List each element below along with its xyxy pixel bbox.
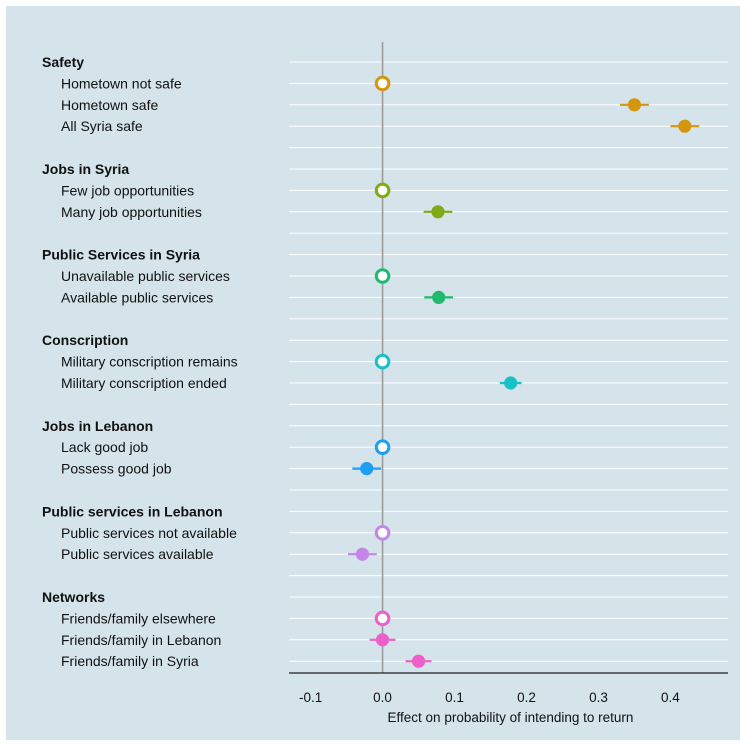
baseline-point-lack-good-job: [374, 439, 391, 456]
row-label-friends-family-elsewhere: Friends/family elsewhere: [61, 610, 216, 626]
estimate-point-friends-family-in-syria: [411, 654, 426, 668]
baseline-point-military-conscription-remains: [374, 353, 391, 370]
x-axis-label: Effect on probability of intending to re…: [388, 710, 634, 725]
x-tick-label: -0.1: [299, 690, 322, 705]
group-label-jobs-in-syria: Jobs in Syria: [42, 161, 129, 177]
estimate-point-hometown-safe: [627, 98, 642, 112]
group-label-public-services-in-lebanon: Public services in Lebanon: [42, 503, 223, 519]
row-label-many-job-opportunities: Many job opportunities: [61, 204, 202, 220]
estimate-point-possess-good-job: [360, 462, 374, 476]
baseline-point-few-job-opportunities: [374, 182, 391, 199]
group-label-networks: Networks: [42, 589, 105, 605]
baseline-point-unavailable-public-services: [374, 268, 391, 284]
group-label-conscription: Conscription: [42, 332, 128, 348]
estimate-point-public-services-available: [355, 547, 370, 561]
row-label-hometown-safe: Hometown safe: [61, 97, 158, 113]
x-tick-label: 0.4: [661, 690, 680, 705]
row-label-available-public-services: Available public services: [61, 289, 213, 305]
row-label-lack-good-job: Lack good job: [61, 439, 148, 455]
row-label-military-conscription-remains: Military conscription remains: [61, 354, 238, 370]
row-label-few-job-opportunities: Few job opportunities: [61, 182, 194, 198]
estimate-point-available-public-services: [432, 290, 446, 304]
row-label-possess-good-job: Possess good job: [61, 461, 172, 477]
baseline-point-public-services-not-available: [374, 525, 391, 541]
row-label-public-services-available: Public services available: [61, 546, 214, 562]
row-label-hometown-not-safe: Hometown not safe: [61, 75, 182, 91]
row-label-friends-family-in-lebanon: Friends/family in Lebanon: [61, 632, 221, 648]
group-label-public-services-in-syria: Public Services in Syria: [42, 247, 200, 263]
row-label-unavailable-public-services: Unavailable public services: [61, 268, 230, 284]
x-tick-label: 0.1: [445, 690, 464, 705]
group-label-safety: Safety: [42, 54, 84, 70]
x-tick-label: 0.2: [517, 690, 536, 705]
group-label-jobs-in-lebanon: Jobs in Lebanon: [42, 418, 153, 434]
estimate-point-friends-family-in-lebanon: [375, 633, 390, 647]
plot-background: [6, 6, 740, 740]
baseline-point-friends-family-elsewhere: [374, 610, 391, 627]
estimate-point-many-job-opportunities: [431, 205, 445, 219]
estimate-point-military-conscription-ended: [504, 376, 518, 390]
x-tick-label: 0.0: [373, 690, 392, 705]
row-label-military-conscription-ended: Military conscription ended: [61, 375, 227, 391]
x-tick-label: 0.3: [589, 690, 608, 705]
row-label-all-syria-safe: All Syria safe: [61, 118, 143, 134]
baseline-point-hometown-not-safe: [374, 75, 391, 92]
row-label-public-services-not-available: Public services not available: [61, 525, 237, 541]
estimate-point-all-syria-safe: [678, 119, 692, 133]
row-label-friends-family-in-syria: Friends/family in Syria: [61, 653, 199, 669]
